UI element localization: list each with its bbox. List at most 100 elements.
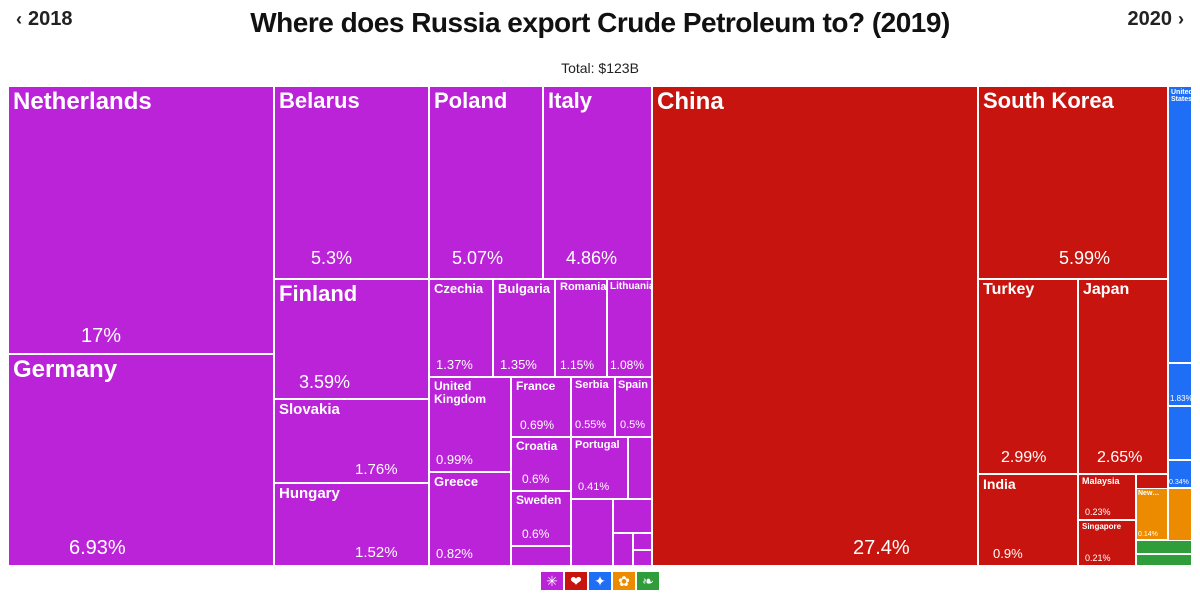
- treemap-cell-tiny-eu-3[interactable]: [571, 499, 613, 566]
- region-legend: ✳ ❤ ✦ ✿ ❧: [0, 566, 1200, 590]
- treemap-cell-tiny-eu-4[interactable]: [613, 499, 652, 533]
- cell-name: Greece: [434, 475, 478, 489]
- cell-name: India: [983, 477, 1016, 492]
- treemap-cell-poland[interactable]: Poland 5.07%: [429, 86, 543, 279]
- treemap-cell-france[interactable]: France 0.69%: [511, 377, 571, 437]
- treemap-cell-tiny-eu-5[interactable]: [613, 533, 633, 566]
- cell-pct: 0.82%: [436, 547, 473, 561]
- treemap-cell-serbia[interactable]: Serbia 0.55%: [571, 377, 615, 437]
- cell-name: Hungary: [279, 486, 340, 502]
- cell-pct: 4.86%: [566, 249, 617, 268]
- treemap: Netherlands17%Germany6.93% Belarus 5.3% Pol…: [8, 86, 1192, 566]
- legend-glyph-icon: ✳: [546, 574, 558, 588]
- treemap-cell-singapore[interactable]: Singapore 0.21%: [1078, 520, 1136, 566]
- treemap-cell-uk[interactable]: United Kingdom0.99%: [429, 377, 511, 472]
- treemap-cell-bulgaria[interactable]: Bulgaria1.35%: [493, 279, 555, 377]
- treemap-cell-romania[interactable]: Romania1.15%: [555, 279, 607, 377]
- treemap-cell-na-3[interactable]: [1168, 406, 1192, 460]
- cell-pct: 0.21%: [1085, 554, 1111, 563]
- treemap-cell-croatia[interactable]: Croatia 0.6%: [511, 437, 571, 491]
- treemap-cell-tiny-eu-2[interactable]: [628, 437, 652, 499]
- cell-pct: 17%: [81, 326, 121, 347]
- cell-name: Bulgaria: [498, 282, 550, 296]
- cell-pct: 0.9%: [993, 547, 1023, 561]
- legend-glyph-icon: ❤: [570, 574, 582, 588]
- cell-name: Germany: [13, 357, 117, 382]
- cell-name: Slovakia: [279, 402, 340, 418]
- treemap-cell-greece[interactable]: Greece 0.82%: [429, 472, 511, 566]
- cell-pct: 1.37%: [436, 358, 473, 372]
- cell-pct: 0.6%: [522, 473, 549, 486]
- cell-name: Finland: [279, 282, 357, 305]
- cell-pct: 2.99%: [1001, 450, 1046, 467]
- cell-pct: 0.69%: [520, 419, 554, 432]
- cell-pct: 0.23%: [1085, 508, 1111, 517]
- cell-pct: 5.3%: [311, 249, 352, 268]
- cell-pct: 1.52%: [355, 545, 398, 561]
- cell-pct: 0.55%: [575, 420, 606, 432]
- treemap-cell-netherlands[interactable]: Netherlands17%: [8, 86, 274, 354]
- cell-name: Turkey: [983, 282, 1034, 299]
- next-year-nav[interactable]: 2020 ›: [1128, 8, 1185, 31]
- treemap-cell-slovakia[interactable]: Slovakia1.76%: [274, 399, 429, 483]
- cell-name: Malaysia: [1082, 477, 1120, 486]
- cell-name: Croatia: [516, 440, 557, 453]
- cell-pct: 5.07%: [452, 249, 503, 268]
- page-title: Where does Russia export Crude Petroleum…: [250, 7, 950, 39]
- treemap-cell-india[interactable]: India 0.9%: [978, 474, 1078, 566]
- treemap-cell-sa-2[interactable]: [1136, 554, 1192, 566]
- treemap-cell-finland[interactable]: Finland3.59%: [274, 279, 429, 399]
- treemap-cell-turkey[interactable]: Turkey 2.99%: [978, 279, 1078, 474]
- treemap-cell-czechia[interactable]: Czechia 1.37%: [429, 279, 493, 377]
- treemap-cell-na-4[interactable]: 0.34%: [1168, 460, 1192, 488]
- total-line: Total: $123B: [0, 46, 1200, 86]
- legend-south_america[interactable]: ❧: [637, 572, 659, 590]
- cell-name: New…: [1138, 490, 1159, 497]
- treemap-cell-na-2[interactable]: 1.83%: [1168, 363, 1192, 406]
- prev-year-label: 2018: [28, 8, 73, 31]
- cell-name: Czechia: [434, 282, 483, 296]
- cell-name: Japan: [1083, 282, 1129, 299]
- cell-name: United States: [1171, 89, 1187, 104]
- prev-year-nav[interactable]: ‹ 2018: [16, 8, 73, 31]
- treemap-cell-japan[interactable]: Japan2.65%: [1078, 279, 1168, 474]
- treemap-cell-belarus[interactable]: Belarus 5.3%: [274, 86, 429, 279]
- treemap-cell-germany[interactable]: Germany6.93%: [8, 354, 274, 566]
- treemap-cell-italy[interactable]: Italy4.86%: [543, 86, 652, 279]
- chevron-left-icon: ‹: [16, 9, 22, 30]
- cell-name: Belarus: [279, 89, 360, 112]
- chevron-right-icon: ›: [1178, 9, 1184, 30]
- treemap-cell-tiny-eu-6[interactable]: [633, 533, 652, 550]
- treemap-cell-lithuania[interactable]: Lithuania1.08%: [607, 279, 652, 377]
- treemap-cell-oc-1[interactable]: New…0.14%: [1136, 488, 1168, 540]
- cell-name: Poland: [434, 89, 507, 112]
- treemap-cell-skorea[interactable]: South Korea 5.99%: [978, 86, 1168, 279]
- cell-pct: 0.6%: [522, 528, 549, 541]
- legend-oceania[interactable]: ✿: [613, 572, 635, 590]
- cell-pct: 0.5%: [620, 420, 645, 432]
- header: ‹ 2018 Where does Russia export Crude Pe…: [0, 0, 1200, 46]
- treemap-cell-us[interactable]: United States: [1168, 86, 1192, 363]
- treemap-cell-tiny-eu-7[interactable]: [633, 550, 652, 566]
- cell-name: France: [516, 380, 555, 393]
- cell-name: Lithuania: [610, 282, 652, 293]
- treemap-cell-malaysia[interactable]: Malaysia 0.23%: [1078, 474, 1136, 520]
- treemap-cell-tiny-eu-1[interactable]: [511, 546, 571, 566]
- legend-glyph-icon: ✿: [618, 574, 630, 588]
- treemap-cell-sweden[interactable]: Sweden0.6%: [511, 491, 571, 546]
- cell-name: Singapore: [1082, 523, 1121, 531]
- treemap-cell-hungary[interactable]: Hungary 1.52%: [274, 483, 429, 566]
- cell-name: Portugal: [575, 440, 620, 452]
- legend-north_america[interactable]: ✦: [589, 572, 611, 590]
- treemap-cell-china[interactable]: China27.4%: [652, 86, 978, 566]
- cell-name: Romania: [560, 282, 606, 294]
- treemap-cell-sa-1[interactable]: [1136, 540, 1192, 554]
- legend-asia[interactable]: ❤: [565, 572, 587, 590]
- cell-name: Serbia: [575, 380, 609, 392]
- treemap-cell-spain[interactable]: Spain0.5%: [615, 377, 652, 437]
- cell-name: South Korea: [983, 89, 1165, 112]
- cell-pct: 0.99%: [436, 453, 473, 467]
- treemap-cell-portugal[interactable]: Portugal0.41%: [571, 437, 628, 499]
- cell-pct: 5.99%: [1059, 249, 1110, 268]
- legend-europe[interactable]: ✳: [541, 572, 563, 590]
